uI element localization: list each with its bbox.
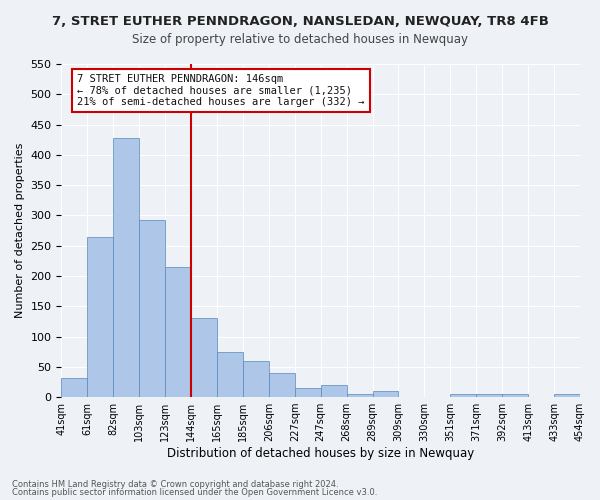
Text: Contains public sector information licensed under the Open Government Licence v3: Contains public sector information licen…	[12, 488, 377, 497]
Bar	[321, 385, 347, 397]
Text: Contains HM Land Registry data © Crown copyright and database right 2024.: Contains HM Land Registry data © Crown c…	[12, 480, 338, 489]
Y-axis label: Number of detached properties: Number of detached properties	[15, 143, 25, 318]
Bar	[476, 394, 502, 397]
Bar	[295, 388, 321, 397]
Text: 7, STRET EUTHER PENNDRAGON, NANSLEDAN, NEWQUAY, TR8 4FB: 7, STRET EUTHER PENNDRAGON, NANSLEDAN, N…	[52, 15, 548, 28]
Bar	[61, 378, 88, 397]
Bar	[502, 394, 528, 397]
X-axis label: Distribution of detached houses by size in Newquay: Distribution of detached houses by size …	[167, 447, 475, 460]
Bar	[139, 220, 165, 397]
Text: 7 STRET EUTHER PENNDRAGON: 146sqm
← 78% of detached houses are smaller (1,235)
2: 7 STRET EUTHER PENNDRAGON: 146sqm ← 78% …	[77, 74, 364, 107]
Bar	[373, 391, 398, 397]
Text: Size of property relative to detached houses in Newquay: Size of property relative to detached ho…	[132, 32, 468, 46]
Bar	[347, 394, 373, 397]
Bar	[191, 318, 217, 397]
Bar	[217, 352, 243, 397]
Bar	[451, 394, 476, 397]
Bar	[113, 138, 139, 397]
Bar	[165, 267, 191, 397]
Bar	[269, 373, 295, 397]
Bar	[88, 236, 113, 397]
Bar	[243, 360, 269, 397]
Bar	[554, 394, 580, 397]
